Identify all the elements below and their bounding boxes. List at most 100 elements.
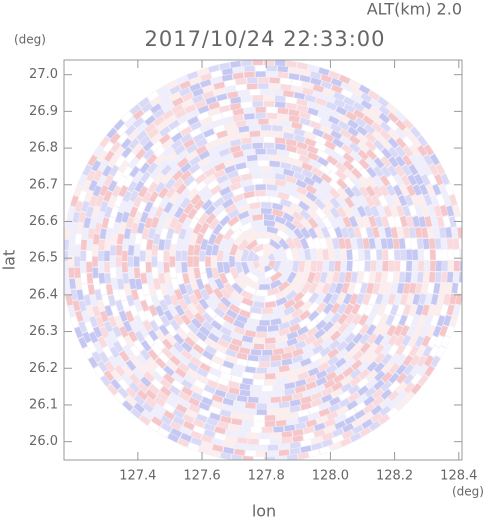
echo-cell (188, 403, 201, 414)
echo-cell (395, 165, 406, 177)
echo-cell (217, 421, 229, 429)
echo-cell (391, 194, 401, 207)
echo-cell (364, 304, 374, 316)
echo-cell (95, 195, 104, 207)
echo-cell (295, 179, 308, 189)
echo-cell (402, 345, 413, 357)
echo-cell (412, 249, 418, 260)
echo-cell (151, 344, 162, 356)
echo-cell (100, 375, 111, 387)
echo-cell (299, 310, 311, 321)
echo-cell (145, 250, 152, 261)
echo-cell (314, 190, 326, 202)
echo-cell (292, 429, 304, 437)
echo-cell (246, 83, 258, 90)
echo-cell (372, 314, 382, 326)
echo-cell (388, 146, 399, 158)
echo-cell (446, 238, 454, 249)
echo-cell (292, 218, 304, 230)
echo-cell (273, 304, 285, 313)
echo-cell (374, 216, 384, 228)
echo-cell (125, 359, 137, 371)
echo-cell (240, 179, 252, 187)
echo-cell (203, 283, 214, 296)
echo-cell (324, 418, 336, 428)
echo-cell (350, 206, 361, 218)
echo-cell (122, 239, 129, 250)
echo-cell (275, 101, 286, 108)
echo-cell (365, 157, 377, 169)
echo-cell (307, 367, 320, 377)
echo-cell (423, 144, 434, 156)
echo-cell (86, 250, 92, 261)
echo-cell (363, 403, 375, 414)
echo-cell (225, 348, 237, 358)
echo-cell (291, 121, 303, 130)
echo-cell (272, 208, 284, 217)
echo-cell (224, 237, 235, 250)
echo-cell (231, 291, 244, 302)
echo-cell (264, 249, 272, 257)
echo-cell (336, 340, 348, 352)
echo-cell (250, 349, 262, 356)
echo-cell (249, 89, 261, 96)
echo-cell (177, 438, 189, 448)
echo-cell (255, 113, 266, 119)
echo-cell (374, 362, 385, 374)
echo-cell (305, 381, 317, 391)
echo-cell (358, 261, 365, 272)
echo-cell (259, 397, 270, 403)
echo-cell (374, 237, 382, 249)
echo-cell (313, 429, 326, 438)
echo-cell (198, 150, 211, 160)
echo-cell (319, 164, 331, 175)
echo-cell (374, 370, 386, 382)
echo-cell (380, 380, 392, 392)
echo-cell (283, 306, 296, 316)
echo-cell (333, 373, 345, 384)
echo-cell (331, 381, 343, 392)
echo-cell (289, 447, 301, 455)
echo-cell (387, 137, 399, 149)
echo-cell (69, 234, 76, 245)
echo-cell (195, 145, 208, 155)
echo-cell (384, 283, 393, 295)
echo-cell (142, 283, 150, 295)
echo-cell (276, 371, 288, 379)
echo-cell (308, 310, 320, 322)
echo-cell (150, 140, 162, 152)
echo-cell (182, 217, 192, 230)
echo-cell (114, 146, 125, 158)
echo-cell (131, 289, 139, 301)
echo-cell (172, 169, 184, 181)
echo-cell (424, 365, 435, 377)
echo-cell (311, 436, 323, 445)
echo-cell (100, 310, 109, 323)
echo-cell (275, 341, 287, 349)
echo-cell (115, 211, 124, 223)
echo-cell (167, 207, 177, 219)
echo-cell (92, 267, 99, 278)
echo-cell (200, 116, 212, 126)
echo-cell (143, 148, 154, 160)
echo-cell (322, 249, 329, 260)
echo-cell (217, 377, 229, 386)
echo-cell (238, 125, 250, 133)
echo-cell (258, 83, 269, 89)
echo-cell (270, 354, 282, 362)
echo-cell (319, 271, 328, 284)
echo-cell (107, 384, 118, 396)
echo-cell (122, 166, 133, 178)
echo-cell (201, 390, 213, 400)
echo-cell (193, 419, 205, 428)
echo-cell (265, 337, 276, 344)
echo-cell (243, 184, 255, 193)
echo-cell (180, 170, 192, 182)
echo-cell (259, 433, 270, 439)
echo-cell (157, 250, 164, 261)
echo-cell (381, 343, 392, 356)
echo-cell (246, 272, 259, 284)
echo-cell (179, 323, 191, 335)
echo-cell (198, 213, 209, 225)
echo-cell (219, 186, 231, 196)
